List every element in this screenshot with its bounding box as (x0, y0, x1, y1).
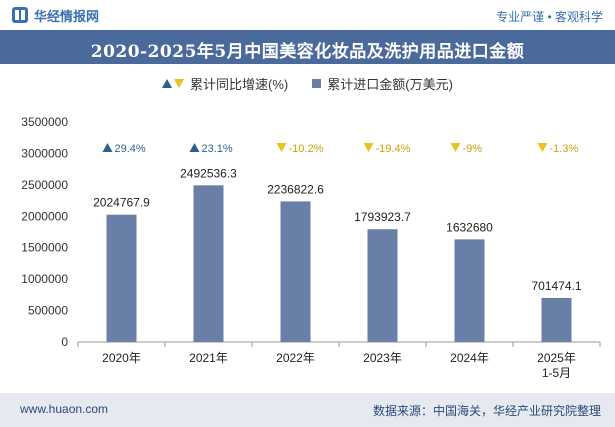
logo-icon (12, 7, 28, 23)
y-tick-label: 500000 (28, 304, 68, 318)
growth-down-marker (450, 143, 461, 152)
legend: 累计同比增速(%) 累计进口金额(万美元) (0, 73, 615, 93)
legend-growth: 累计同比增速(%) (162, 74, 288, 93)
growth-down-marker (276, 143, 287, 152)
y-tick-label: 3500000 (21, 115, 68, 129)
footer-source: 数据来源：中国海关，华经产业研究院整理 (372, 404, 601, 418)
title-bar: 2020-2025年5月中国美容化妆品及洗护用品进口金额 (0, 30, 615, 64)
bar (106, 214, 137, 342)
logo: 华经情报网 (12, 6, 99, 24)
x-tick-label: 2023年 (363, 351, 402, 365)
logo-text: 华经情报网 (34, 8, 100, 24)
growth-up-marker (102, 143, 113, 152)
x-tick-label: 2025年 (537, 351, 576, 365)
bar-value-label: 2024767.9 (93, 196, 150, 210)
footer: www.huaon.com 数据来源：中国海关，华经产业研究院整理 (0, 393, 615, 427)
growth-label: -10.2% (289, 143, 324, 155)
footer-website: www.huaon.com (20, 402, 109, 416)
growth-label: -1.3% (550, 143, 579, 155)
bar-value-label: 1793923.7 (354, 210, 411, 224)
bar (280, 201, 311, 342)
growth-label: -19.4% (376, 143, 411, 155)
y-tick-label: 1500000 (21, 241, 68, 255)
triangle-down-icon (174, 78, 185, 88)
chart-title: 2020-2025年5月中国美容化妆品及洗护用品进口金额 (90, 42, 525, 62)
bar-value-label: 2236822.6 (267, 182, 324, 196)
legend-amount: 累计进口金额(万美元) (312, 74, 453, 93)
bar (367, 229, 398, 342)
bar-value-label: 701474.1 (531, 279, 581, 293)
growth-label: 23.1% (202, 143, 233, 155)
x-tick-label: 2022年 (276, 351, 315, 365)
triangle-up-icon (162, 78, 173, 88)
bar (454, 239, 485, 342)
y-tick-label: 2500000 (21, 178, 68, 192)
y-tick-label: 0 (61, 335, 68, 349)
bar-swatch-icon (312, 78, 322, 88)
y-tick-label: 3000000 (21, 146, 68, 160)
bar (541, 297, 572, 342)
y-tick-label: 2000000 (21, 209, 68, 223)
growth-down-marker (537, 143, 548, 152)
x-tick-label: 2021年 (189, 351, 228, 365)
x-tick-label: 2020年 (102, 351, 141, 365)
growth-label: 29.4% (115, 143, 146, 155)
legend-amount-label: 累计进口金额(万美元) (327, 76, 453, 92)
growth-down-marker (363, 143, 374, 152)
growth-label: -9% (463, 143, 483, 155)
growth-up-marker (189, 143, 200, 152)
legend-growth-label: 累计同比增速(%) (190, 76, 289, 92)
tagline: 专业严谨 • 客观科学 (496, 10, 603, 24)
top-bar: 华经情报网 专业严谨 • 客观科学 (0, 0, 615, 30)
bar-value-label: 2492536.3 (180, 166, 237, 180)
x-tick-label: 1-5月 (542, 366, 571, 380)
y-tick-label: 1000000 (21, 272, 68, 286)
bar-value-label: 1632680 (446, 220, 493, 234)
bar (193, 185, 224, 342)
x-tick-label: 2024年 (450, 351, 489, 365)
